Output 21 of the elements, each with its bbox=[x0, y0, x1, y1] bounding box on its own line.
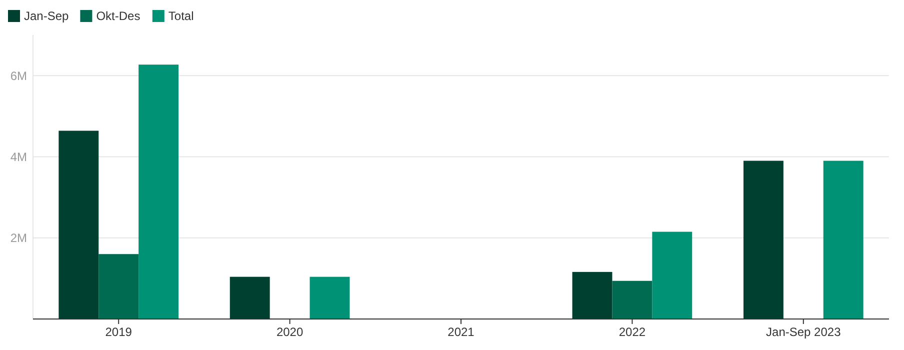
y-tick-label: 2M bbox=[10, 231, 27, 246]
x-tick-label: 2020 bbox=[276, 325, 304, 339]
bar bbox=[138, 64, 179, 319]
legend-label: Jan-Sep bbox=[24, 9, 70, 24]
bar bbox=[58, 130, 99, 319]
bar bbox=[572, 272, 612, 319]
bar bbox=[823, 160, 864, 319]
y-tick-label: 6M bbox=[10, 68, 27, 83]
x-tick-label: 2022 bbox=[618, 325, 646, 339]
bar bbox=[743, 160, 784, 319]
bar bbox=[310, 276, 350, 319]
bar bbox=[612, 280, 652, 319]
x-tick-label: 2021 bbox=[448, 325, 475, 339]
x-tick-label: 2019 bbox=[105, 325, 132, 339]
legend-label: Okt-Des bbox=[96, 9, 140, 24]
bar bbox=[230, 276, 270, 319]
x-tick-label: Jan-Sep 2023 bbox=[766, 325, 842, 339]
legend-label: Total bbox=[168, 9, 194, 24]
bar bbox=[652, 232, 692, 319]
y-tick-label: 4M bbox=[10, 150, 27, 164]
bar bbox=[98, 254, 139, 319]
